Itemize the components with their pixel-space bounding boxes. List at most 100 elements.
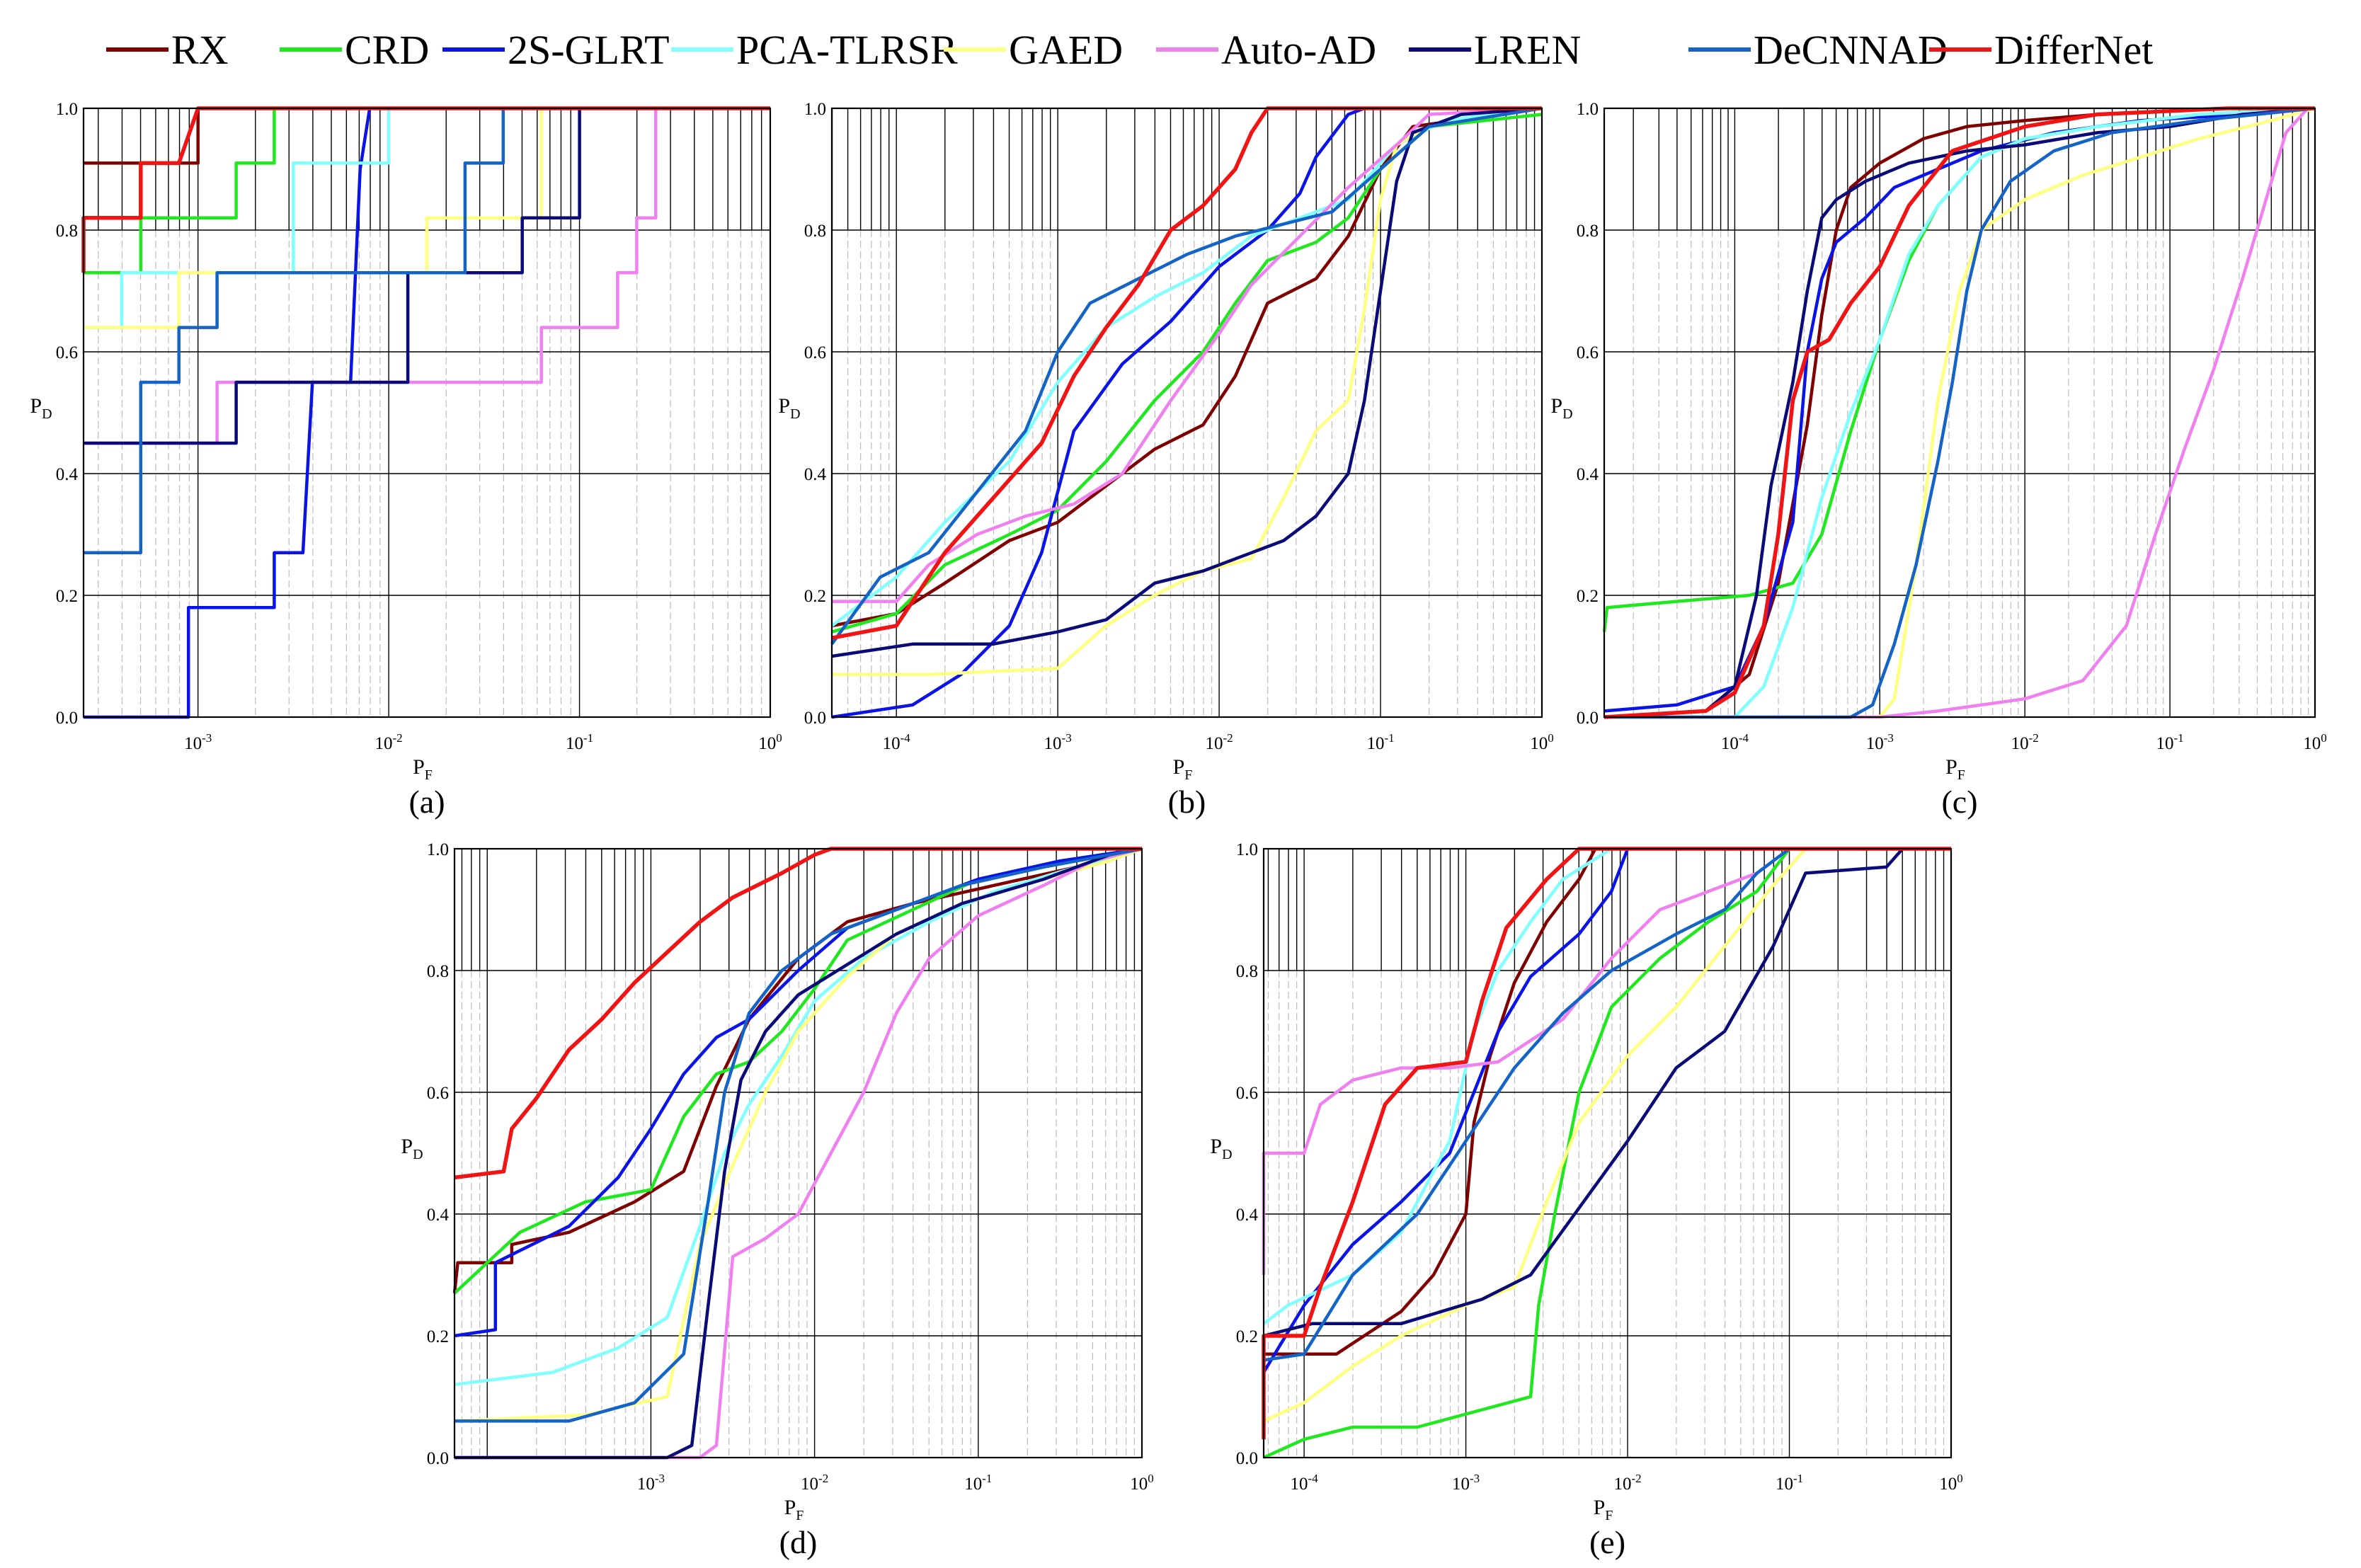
y-tick-label: 0.0 (1577, 709, 1599, 728)
legend-label-decnnad: DeCNNAD (1754, 27, 1948, 73)
series-group (452, 847, 1143, 1460)
legend-label-crd: CRD (345, 27, 429, 73)
y-tick-label: 0.8 (427, 962, 449, 981)
y-tick-label: 0.0 (427, 1449, 449, 1468)
panel-e: 0.00.20.40.60.81.010-4 10-3 10-2 10-1 100PDP… (1210, 840, 1962, 1560)
y-tick-label: 0.6 (427, 1084, 449, 1103)
series-line-differnet (1262, 847, 1951, 1440)
x-tick-label: 10-3 (637, 1472, 665, 1494)
x-tick-label-sub: -3 (1884, 731, 1894, 745)
series-group (830, 106, 1543, 719)
legend-item-pca-tlrsr: PCA-TLRSR (671, 27, 958, 73)
series-line-crd (1263, 847, 1951, 1460)
series-line-rx (452, 847, 1143, 1294)
x-tick-label: 100 (1130, 1472, 1154, 1494)
series-line-crd (453, 847, 1143, 1295)
x-tick-label: 10-4 (1291, 1472, 1319, 1494)
y-tick-label: 1.0 (427, 840, 449, 859)
x-tick-label-main: 10 (2156, 734, 2174, 753)
x-tick-label-main: 10 (1366, 734, 1384, 753)
y-tick-label: 0.4 (804, 465, 827, 484)
x-tick-label: 10-1 (1366, 731, 1394, 753)
series-line-lren (84, 106, 770, 445)
series-line-decnnad (455, 847, 1143, 1423)
y-tick-label: 0.2 (1577, 587, 1599, 606)
y-tick-label: 0.6 (1236, 1084, 1258, 1103)
panel-caption: (e) (1589, 1524, 1625, 1560)
x-tick-label-main: 10 (1291, 1475, 1308, 1494)
x-axis-label-sub: F (1957, 767, 1965, 783)
series-line-auto-ad (1262, 847, 1951, 1275)
x-tick-label: 10-2 (2011, 731, 2039, 753)
series-line-auto-ad (84, 106, 770, 445)
series-group (1262, 847, 1951, 1460)
x-tick-label-sub: -1 (982, 1472, 992, 1485)
y-tick-label: 0.4 (427, 1206, 450, 1225)
series-line-auto-ad (1604, 106, 2315, 719)
x-tick-label-sub: -4 (1739, 731, 1749, 745)
series-line-decnnad (1604, 106, 2316, 719)
x-tick-label-sub: -4 (901, 731, 911, 745)
x-tick-label-main: 10 (1613, 1475, 1631, 1494)
series-line-rx (1603, 106, 2315, 719)
panel-caption: (d) (779, 1524, 818, 1560)
x-axis-label-main: P (1173, 755, 1185, 779)
series-line-lren (455, 847, 1143, 1460)
y-axis-label-sub: D (1562, 406, 1572, 422)
x-tick-label: 10-1 (2156, 731, 2184, 753)
grid (84, 108, 770, 717)
x-axis-label-main: P (1945, 755, 1957, 779)
legend-label-gaed: GAED (1009, 27, 1123, 73)
y-axis-label-sub: D (413, 1147, 423, 1162)
y-tick-label: 0.6 (1577, 343, 1599, 362)
y-axis-label: PD (30, 394, 52, 422)
x-tick-label-sub: -1 (2174, 731, 2184, 745)
series-line-crd (1602, 106, 2316, 632)
y-tick-label: 0.0 (1236, 1449, 1258, 1468)
legend-label-lren: LREN (1474, 27, 1581, 73)
x-tick-label: 100 (1939, 1472, 1963, 1494)
x-tick-label-main: 10 (1939, 1475, 1957, 1494)
legend-item-decnnad: DeCNNAD (1688, 27, 1948, 73)
grid (1604, 108, 2315, 717)
y-tick-label: 0.8 (56, 222, 78, 241)
y-tick-label: 1.0 (1577, 100, 1599, 119)
y-tick-label: 0.6 (804, 343, 826, 362)
series-line-crd (831, 113, 1543, 634)
x-tick-label: 10-1 (964, 1472, 992, 1494)
series-group (81, 106, 770, 719)
y-tick-label: 0.0 (804, 709, 826, 728)
x-axis-label: PF (413, 755, 433, 783)
plot-frame (82, 107, 772, 719)
x-tick-label-sub: -2 (1223, 731, 1233, 745)
y-axis-label: PD (1550, 394, 1572, 422)
x-tick-label: 10-1 (566, 731, 593, 753)
series-line-lren (831, 106, 1543, 658)
x-tick-label-sub: -3 (202, 731, 212, 745)
series-line-2s-glrt (1603, 106, 2316, 713)
y-tick-label: 0.8 (804, 222, 826, 241)
x-tick-label: 100 (758, 731, 782, 753)
legend-item-gaed: GAED (944, 27, 1123, 73)
series-line-rx (831, 106, 1543, 628)
panel-caption: (a) (408, 784, 445, 820)
x-tick-label-sub: -1 (583, 731, 593, 745)
x-tick-label-sub: -2 (2029, 731, 2039, 745)
x-tick-label: 100 (1530, 731, 1554, 753)
x-tick-label-sub: 0 (1957, 1472, 1963, 1485)
y-tick-label: 0.2 (427, 1327, 449, 1346)
series-line-rx (1264, 847, 1951, 1356)
legend-item-crd: CRD (280, 27, 429, 73)
legend-label-2s-glrt: 2S-GLRT (508, 27, 670, 73)
series-line-gaed (1263, 847, 1951, 1423)
y-axis-label-main: P (778, 394, 790, 418)
x-tick-label: 100 (2303, 731, 2327, 753)
x-axis-label-main: P (413, 755, 425, 779)
x-tick-label-main: 10 (758, 734, 776, 753)
x-tick-label-main: 10 (1044, 734, 1062, 753)
x-axis-label-main: P (1594, 1496, 1606, 1519)
x-tick-label-main: 10 (883, 734, 901, 753)
plot-frame (830, 107, 1543, 719)
